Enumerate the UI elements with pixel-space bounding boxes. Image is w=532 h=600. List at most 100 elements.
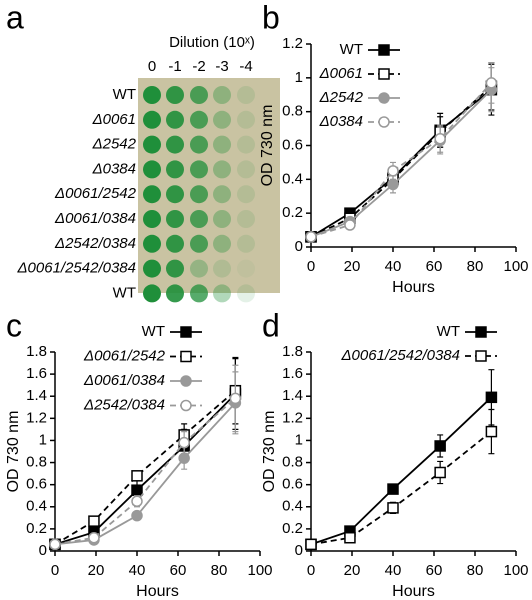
spot [213, 210, 231, 228]
y-tick-label: 0.8 [26, 454, 47, 471]
marker [485, 391, 498, 404]
spot [143, 185, 161, 204]
legend-marker [378, 44, 390, 56]
y-tick-label: 0 [39, 542, 47, 559]
x-tick-label: 20 [344, 258, 361, 275]
marker [88, 515, 100, 527]
marker [485, 77, 498, 89]
marker [434, 466, 446, 479]
spot [190, 86, 208, 104]
y-tick-label: 1 [39, 431, 47, 448]
spot [143, 135, 161, 154]
marker [387, 178, 399, 191]
spot [237, 234, 255, 253]
legend-label: Δ0061/2542/0384 [340, 347, 460, 364]
x-tick-label: 100 [247, 562, 272, 579]
x-tick-label: 80 [211, 562, 228, 579]
series-line [310, 396, 493, 546]
row-label: Δ0061/2542 [54, 185, 137, 202]
marker [305, 538, 317, 551]
spot [237, 135, 255, 154]
y-tick-label: 1.8 [282, 343, 303, 360]
spot [190, 185, 208, 204]
y-tick-label: 1.6 [282, 365, 303, 382]
marker [131, 509, 143, 522]
spot [190, 234, 208, 253]
spot [166, 259, 184, 278]
spot [190, 210, 208, 228]
x-tick-label: 60 [426, 258, 443, 275]
spot [190, 135, 208, 154]
spot [143, 234, 161, 253]
spot [237, 210, 255, 228]
spot [190, 284, 208, 303]
y-axis-label: OD 730 nm [5, 411, 22, 493]
marker [434, 440, 446, 452]
spot [143, 86, 161, 104]
spot [166, 160, 184, 179]
marker [387, 165, 399, 177]
marker [178, 436, 190, 449]
spot [213, 185, 231, 204]
y-tick-label: 0.2 [282, 204, 303, 221]
legend-marker [378, 116, 390, 128]
series-line [54, 390, 236, 546]
y-tick-label: 1.4 [26, 387, 47, 404]
y-tick-label: 0.4 [26, 498, 47, 515]
y-tick-label: 0 [295, 238, 303, 255]
spot [237, 86, 255, 104]
row-label: Δ0061/2542/0384 [16, 260, 136, 277]
y-tick-label: 0.6 [26, 476, 47, 493]
legend-label: WT [340, 41, 363, 58]
marker [344, 219, 356, 231]
legend-marker [378, 92, 390, 104]
spot [166, 86, 184, 104]
y-tick-label: 0.4 [282, 170, 303, 187]
series-line [310, 430, 492, 546]
x-tick-label: 40 [385, 258, 402, 275]
y-tick-label: 1.2 [282, 409, 303, 426]
spot [166, 210, 184, 228]
legend-marker [475, 350, 487, 362]
legend-label: WT [437, 323, 460, 340]
legend-marker [475, 326, 487, 338]
panel-letter: c [6, 307, 22, 343]
y-tick-label: 0.4 [282, 498, 303, 515]
x-tick-label: 0 [307, 258, 315, 275]
column-label: 0 [148, 58, 156, 75]
y-tick-label: 1.6 [26, 365, 47, 382]
row-label: Δ0061/0384 [54, 210, 136, 227]
row-label: Δ2542/0384 [54, 235, 136, 252]
spot [143, 110, 161, 129]
legend-marker [180, 375, 192, 387]
series-line [54, 393, 237, 546]
spot [237, 110, 255, 129]
legend-label: Δ0061 [319, 65, 363, 82]
legend-label: Δ0061/0384 [83, 372, 165, 389]
legend-label: Δ0384 [319, 113, 363, 130]
panel-letter: d [262, 307, 280, 343]
series-line [310, 82, 493, 238]
spot [213, 135, 231, 154]
column-label: -3 [215, 58, 228, 75]
x-axis-label: Hours [136, 583, 179, 600]
x-tick-label: 100 [503, 258, 528, 275]
legend-marker [378, 68, 390, 80]
legend-label: Δ2542/0384 [83, 396, 165, 413]
y-tick-label: 0.6 [282, 136, 303, 153]
y-tick-label: 1.8 [26, 343, 47, 360]
spot [166, 234, 184, 253]
marker [131, 484, 143, 496]
spot [213, 284, 231, 303]
marker [434, 132, 446, 145]
y-tick-label: 1.2 [282, 35, 303, 52]
y-tick-label: 1 [295, 69, 303, 86]
spot [166, 135, 184, 154]
panel-letter: b [262, 0, 280, 35]
x-tick-label: 20 [88, 562, 105, 579]
plate [138, 78, 280, 293]
marker [229, 392, 242, 405]
x-tick-label: 80 [467, 258, 484, 275]
marker [131, 495, 143, 507]
